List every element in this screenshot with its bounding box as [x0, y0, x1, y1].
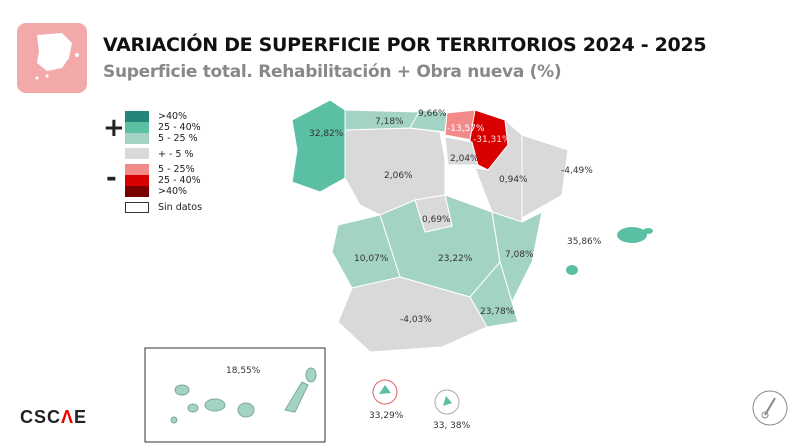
legend-label: 25 - 40%: [158, 122, 201, 133]
region-madrid: [414, 194, 453, 233]
region-andalucia: [337, 276, 488, 353]
label-pais-vasco: -13,57%: [447, 124, 485, 134]
page-subtitle: Superficie total. Rehabilitación + Obra …: [103, 62, 562, 82]
region-la-rioja: [444, 136, 479, 166]
region-melilla: [443, 396, 452, 406]
label-aragon: 0,94%: [499, 175, 528, 185]
legend-label: Sin datos: [158, 202, 203, 213]
label-la-rioja: 2,04%: [450, 154, 479, 164]
label-asturias: 7,18%: [375, 117, 404, 127]
legend-label: >40%: [158, 186, 188, 197]
compass-icon: [752, 390, 788, 426]
legend-label: 5 - 25%: [158, 164, 195, 175]
region-canarias: [170, 367, 317, 424]
label-extremadura: 10,07%: [354, 254, 389, 264]
label-cataluna: -4,49%: [561, 166, 593, 176]
label-madrid: 0,69%: [422, 215, 451, 225]
label-valencia: 7,08%: [505, 250, 534, 260]
label-ceuta: 33,29%: [369, 411, 404, 421]
spain-map-logo: [17, 23, 87, 93]
label-castilla-la-mancha: 23,22%: [438, 254, 473, 264]
spain-silhouette-icon: [35, 33, 79, 80]
plus-sign: +: [103, 113, 125, 143]
legend-label: 5 - 25 %: [158, 133, 198, 144]
label-andalucia: -4,03%: [400, 315, 432, 325]
region-galicia: [291, 99, 346, 193]
legend-label: 25 - 40%: [158, 175, 201, 186]
region-cataluna: [521, 134, 569, 219]
legend-label: >40%: [158, 111, 188, 122]
label-galicia: 32,82%: [309, 129, 344, 139]
label-baleares: 35,86%: [567, 237, 602, 247]
label-murcia: 23,78%: [480, 307, 515, 317]
label-castilla-leon: 2,06%: [384, 171, 413, 181]
label-navarra: -31,31%: [473, 135, 511, 145]
minus-sign: -: [106, 163, 117, 193]
label-cantabria: 9,66%: [418, 109, 447, 119]
legend-label: + - 5 %: [158, 149, 194, 160]
region-baleares: [566, 227, 653, 275]
region-ceuta: [379, 385, 391, 394]
page-title: VARIACIÓN DE SUPERFICIE POR TERRITORIOS …: [103, 34, 707, 56]
label-melilla: 33, 38%: [433, 421, 471, 431]
label-canarias: 18,55%: [226, 366, 261, 376]
cscae-logo: CSCΛE: [20, 407, 88, 427]
